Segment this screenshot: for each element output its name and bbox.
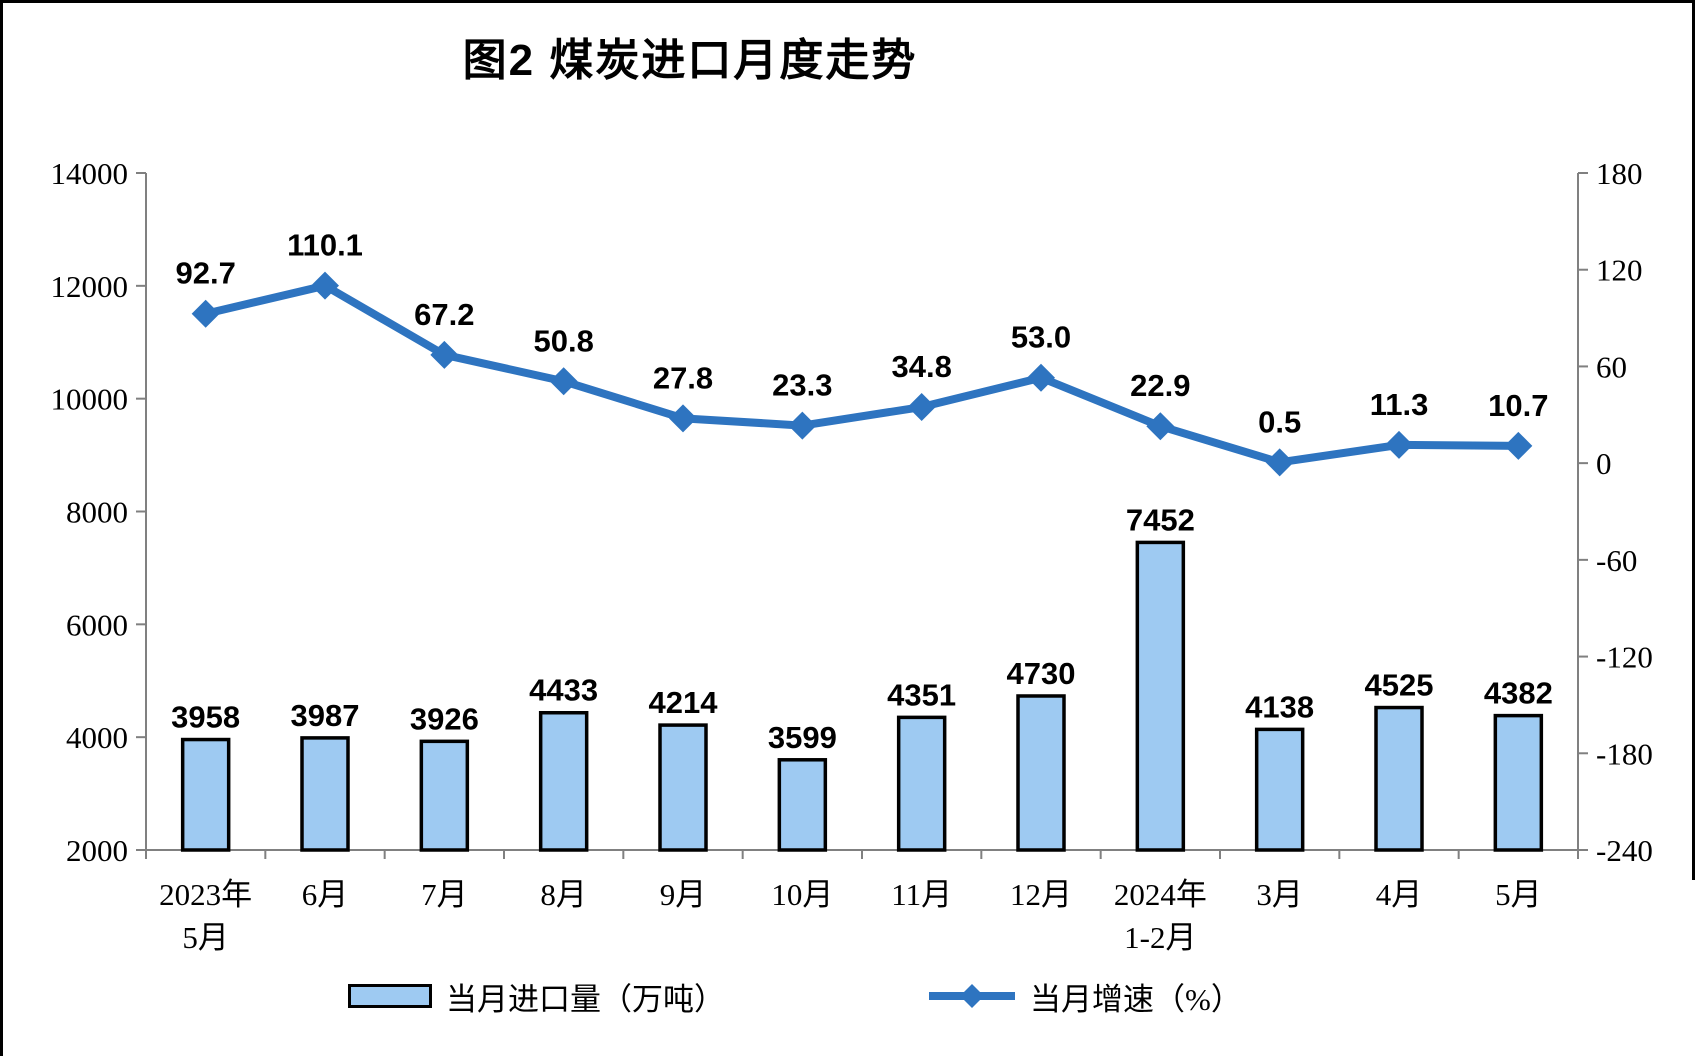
line-marker <box>311 271 339 300</box>
right-axis-tick-label: 60 <box>1596 349 1627 384</box>
line-series-label: 当月增速（%） <box>1030 981 1242 1017</box>
x-axis-category-label: 12月 <box>1010 877 1072 912</box>
chart-title: 图2 煤炭进口月度走势 <box>462 36 918 85</box>
bar <box>658 723 708 852</box>
line-value-label: 92.7 <box>175 256 235 291</box>
x-axis-category-label: 5月 <box>1495 877 1542 912</box>
line-value-label: 11.3 <box>1370 387 1429 422</box>
page-border-right <box>1692 0 1695 880</box>
line-marker <box>1027 363 1055 392</box>
line-marker <box>1265 448 1294 477</box>
bar-value-label: 4214 <box>649 685 719 720</box>
bar-value-label: 4730 <box>1007 656 1076 691</box>
x-axis-category-label: 8月 <box>540 877 587 912</box>
bar-value-label: 4138 <box>1245 689 1314 724</box>
line-value-label: 23.3 <box>772 368 832 403</box>
line-marker <box>1385 430 1413 459</box>
growth-line <box>201 281 1523 467</box>
x-axis-category-label: 7月 <box>421 877 468 912</box>
right-axis-tick-label: 180 <box>1596 156 1643 191</box>
line-value-label: 22.9 <box>1130 368 1190 403</box>
page-border-top <box>0 0 1695 3</box>
left-axis-tick-label: 12000 <box>51 269 129 304</box>
x-axis-category-label: 10月 <box>771 877 833 912</box>
x-axis-category-label: 11月 <box>891 877 952 912</box>
line-marker <box>669 404 697 433</box>
left-axis-tick-label: 4000 <box>66 720 128 755</box>
bar-value-label: 4382 <box>1484 676 1553 711</box>
right-axis-tick-label: -180 <box>1596 736 1653 771</box>
line-marker <box>1146 412 1175 441</box>
bar-value-label: 4525 <box>1365 668 1434 703</box>
right-axis-tick-label: -120 <box>1596 640 1653 675</box>
bar <box>300 736 350 852</box>
right-axis-tick-label: -240 <box>1596 833 1653 868</box>
line-marker <box>549 367 578 396</box>
right-axis-tick-label: 120 <box>1596 253 1643 288</box>
right-axis-tick-label: 0 <box>1596 446 1612 481</box>
bar <box>1254 727 1305 852</box>
bar-value-label: 4351 <box>887 677 956 712</box>
line-value-label: 0.5 <box>1258 404 1301 439</box>
bar <box>419 739 470 852</box>
bar <box>538 710 589 852</box>
left-axis-tick-label: 2000 <box>66 833 128 868</box>
line-marker <box>191 299 220 328</box>
bar-series-swatch <box>348 984 432 1008</box>
bar <box>1374 705 1424 852</box>
bar-value-label: 7452 <box>1126 502 1195 537</box>
line-value-label: 53.0 <box>1011 320 1071 355</box>
x-axis-category-label: 2023年 <box>159 877 252 912</box>
bar <box>1493 713 1544 852</box>
bar <box>896 715 947 852</box>
line-value-label: 27.8 <box>653 360 713 395</box>
bar-value-label: 3958 <box>171 700 240 735</box>
line-value-label: 50.8 <box>533 323 593 358</box>
page-border-left <box>0 0 3 1056</box>
left-axis-tick-label: 14000 <box>51 156 129 191</box>
line-series-swatch <box>929 984 1015 1008</box>
line-value-label: 34.8 <box>891 349 951 384</box>
x-axis-category-label: 2024年 <box>1114 877 1207 912</box>
bar <box>180 737 231 852</box>
x-axis-category-label-line2: 1-2月 <box>1124 920 1196 955</box>
legend-item-import-volume: 当月进口量（万吨） <box>348 978 725 1017</box>
bar-value-label: 4433 <box>529 673 598 708</box>
line-value-label: 67.2 <box>414 297 474 332</box>
right-axis-tick-label: -60 <box>1596 543 1637 578</box>
x-axis-category-label: 4月 <box>1376 877 1423 912</box>
line-marker <box>1504 431 1533 460</box>
x-axis-category-label: 3月 <box>1256 877 1303 912</box>
bar <box>777 758 828 852</box>
x-axis-category-label-line2: 5月 <box>182 920 229 955</box>
bar-value-label: 3926 <box>410 701 479 736</box>
line-marker <box>430 340 459 369</box>
line-marker <box>907 393 936 422</box>
legend-item-growth-rate: 当月增速（%） <box>928 978 1242 1017</box>
bar <box>1135 540 1186 852</box>
bar <box>1016 694 1066 852</box>
left-axis-tick-label: 10000 <box>51 382 129 417</box>
x-axis-category-label: 9月 <box>660 877 707 912</box>
bar-value-label: 3987 <box>291 698 360 733</box>
line-value-label: 10.7 <box>1488 388 1548 423</box>
bar-series-label: 当月进口量（万吨） <box>446 981 725 1017</box>
left-axis-tick-label: 8000 <box>66 495 128 530</box>
line-marker <box>788 411 817 440</box>
bar-value-label: 3599 <box>768 720 837 755</box>
left-axis-tick-label: 6000 <box>66 607 128 642</box>
line-value-label: 110.1 <box>287 228 363 263</box>
x-axis-category-label: 6月 <box>302 877 349 912</box>
